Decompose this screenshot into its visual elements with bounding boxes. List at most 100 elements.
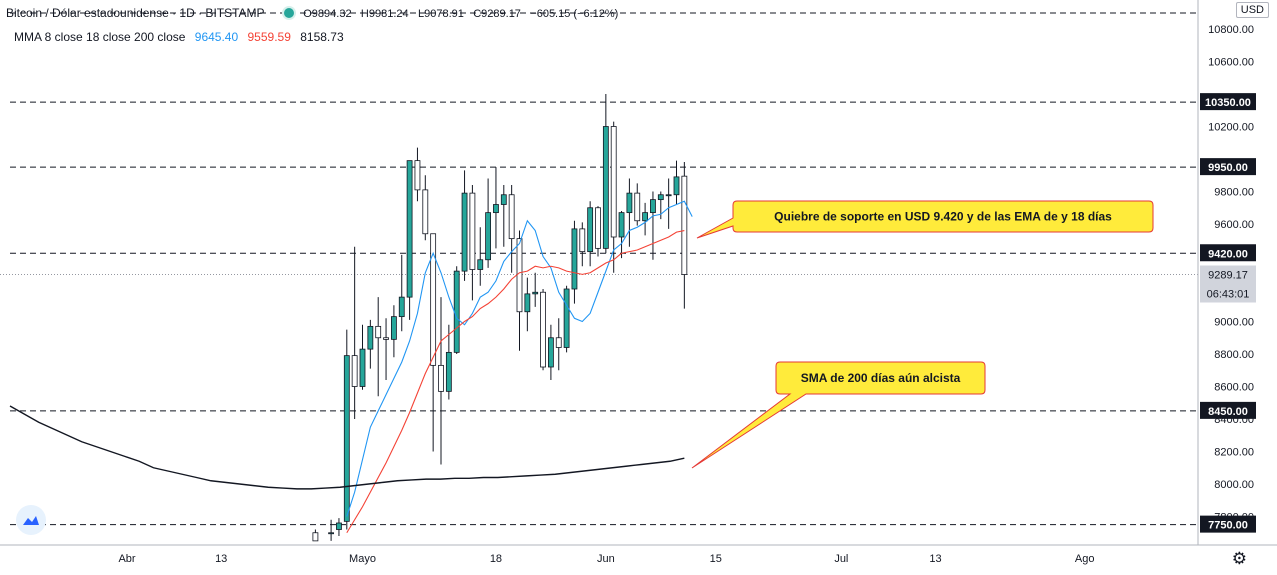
level-label: 9950.00 [1208, 162, 1248, 174]
candle-body [540, 291, 546, 368]
price-tick-label: 9800.00 [1214, 187, 1254, 199]
price-tick-label: 10600.00 [1208, 57, 1254, 69]
candle-body [508, 194, 515, 240]
candle-body [555, 337, 562, 348]
time-tick-label: 15 [710, 553, 722, 565]
candle-body [516, 238, 523, 313]
candle-body [406, 160, 413, 298]
level-label-bg [1200, 515, 1256, 533]
candle-body [390, 316, 397, 340]
candle-body [532, 291, 539, 295]
candle-body [524, 293, 531, 313]
time-tick-label: Mayo [349, 553, 376, 565]
chart-header: Bitcoin / Dólar estadounidense · 1D · BI… [6, 6, 624, 20]
candle-body [343, 355, 350, 522]
candle-body [383, 337, 389, 340]
time-tick-label: Ago [1075, 553, 1095, 565]
close-value: C9289.17 [473, 8, 521, 20]
price-tick-label: 9000.00 [1214, 317, 1254, 329]
currency-badge[interactable]: USD [1235, 2, 1269, 18]
candle-body [398, 296, 405, 318]
last-price-bg [1200, 265, 1256, 303]
candle-body [642, 212, 648, 222]
time-axis[interactable]: Abr 13 Mayo 18 Jun 15 Jul 13 Ago [0, 544, 1277, 565]
price-tick-label: 8200.00 [1214, 447, 1254, 459]
moving-averages [9, 200, 693, 534]
level-label: 9420.00 [1208, 248, 1248, 260]
candle-body [359, 348, 366, 387]
candle-body [548, 337, 554, 368]
ma8-value: 9645.40 [194, 30, 239, 44]
candle-body [665, 194, 672, 197]
candle-body [681, 175, 688, 275]
symbol-title[interactable]: Bitcoin / Dólar estadounidense · 1D · BI… [6, 6, 265, 20]
ma200-value: 8158.73 [300, 30, 344, 44]
candle-body [618, 212, 625, 238]
candle-body [610, 126, 617, 238]
time-tick-label: Jun [597, 553, 615, 565]
last-price-label: 9289.17 [1208, 270, 1248, 282]
change-value: −605.15 (−6.12%) [530, 8, 619, 20]
indicator-legend[interactable]: MMA 8 close 18 close 200 close 9645.40 9… [14, 30, 350, 44]
price-tick-label: 8600.00 [1214, 382, 1254, 394]
candle-body [493, 204, 499, 214]
price-axis[interactable]: 10800.00 10600.00 10200.00 9800.00 9600.00 90… [1197, 0, 1277, 545]
countdown-label: 06:43:01 [1207, 289, 1250, 301]
candle-body [414, 160, 421, 191]
indicator-label: MMA 8 close 18 close 200 close [14, 30, 186, 44]
price-tick-label: 8800.00 [1214, 349, 1254, 361]
candle-body [571, 228, 578, 290]
candle-body [657, 194, 664, 201]
candle-body [477, 259, 484, 270]
candle-body [485, 212, 492, 261]
candle-body [673, 176, 680, 196]
price-tick-label: 10800.00 [1208, 24, 1254, 36]
tradingview-cloud-icon[interactable] [16, 505, 46, 535]
candle-body [430, 233, 437, 366]
time-tick-label: 13 [929, 553, 941, 565]
candle-body [461, 192, 468, 272]
annotations: Quiebre de soporte en USD 9.420 y de las… [691, 200, 1154, 469]
callout-text: SMA de 200 días aún alcista [801, 371, 961, 385]
candle-body [563, 288, 570, 348]
gear-icon[interactable]: ⚙ [1231, 549, 1247, 568]
candle-body [445, 351, 452, 392]
level-label-bg [1200, 93, 1256, 111]
candle-body [500, 194, 507, 205]
ma-line-mma200 [9, 405, 685, 490]
candle-body [650, 199, 656, 214]
candle-body [587, 207, 594, 253]
callout-text: Quiebre de soporte en USD 9.420 y de las… [774, 210, 1112, 224]
candle-body [634, 192, 641, 222]
candle-body [312, 532, 319, 542]
level-label-bg [1200, 401, 1256, 419]
support-resistance-levels [10, 12, 1198, 526]
price-tick-label: 8000.00 [1214, 479, 1254, 491]
high-value: H9981.24 [360, 8, 409, 20]
price-tick-label: 9600.00 [1214, 219, 1254, 231]
candle-body [595, 207, 601, 249]
candlesticks [312, 94, 688, 542]
candle-body [602, 126, 609, 249]
time-tick-label: 13 [215, 553, 227, 565]
open-value: O9894.32 [303, 8, 352, 20]
candle-body [453, 270, 460, 353]
market-status-icon [283, 8, 294, 18]
price-tick-label: 10200.00 [1208, 122, 1254, 134]
candle-body [351, 355, 358, 387]
ma18-value: 9559.59 [247, 30, 291, 44]
candle-body [336, 522, 342, 530]
time-tick-label: Jul [834, 553, 848, 565]
candle-body [328, 532, 335, 535]
level-label: 8450.00 [1208, 406, 1248, 418]
level-label: 10350.00 [1205, 97, 1251, 109]
candle-body [469, 192, 476, 270]
level-label-bg [1200, 158, 1256, 176]
candle-body [626, 192, 633, 214]
low-value: L9078.91 [417, 8, 464, 20]
time-tick-label: 18 [490, 553, 502, 565]
level-label: 7750.00 [1208, 520, 1248, 532]
candle-body [367, 325, 374, 350]
candle-body [422, 189, 429, 235]
